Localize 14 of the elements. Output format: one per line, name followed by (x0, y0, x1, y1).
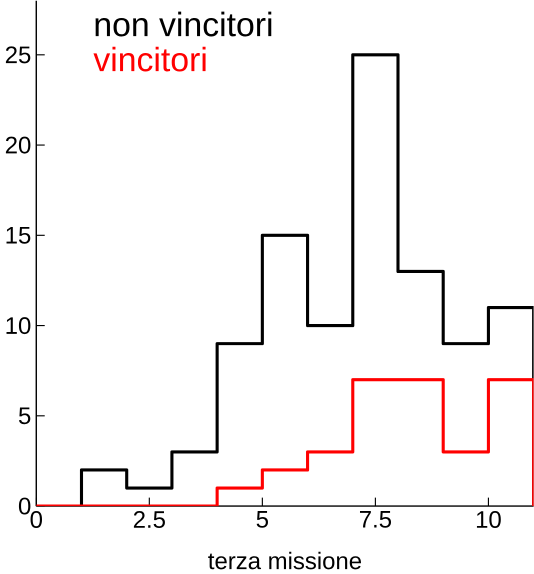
text: vincitori (93, 46, 206, 72)
x-axis-title: terza missione (208, 552, 361, 570)
y-tick-label: 25 (6, 46, 30, 64)
y-tick-label: 10 (6, 317, 30, 334)
x-tick-label: 2.5 (134, 511, 165, 528)
y-tick-label: 5 (18, 407, 30, 424)
y-tick-label: 20 (6, 136, 30, 154)
x-tick-label: 5 (256, 511, 268, 528)
y-tick-label: 15 (6, 226, 30, 244)
y-tick-label: 0 (18, 498, 30, 515)
x-tick-label: 10 (476, 511, 501, 528)
text: non vincitori (95, 12, 272, 36)
x-tick-label: 0 (30, 511, 42, 528)
x-tick-label: 7.5 (360, 511, 391, 528)
